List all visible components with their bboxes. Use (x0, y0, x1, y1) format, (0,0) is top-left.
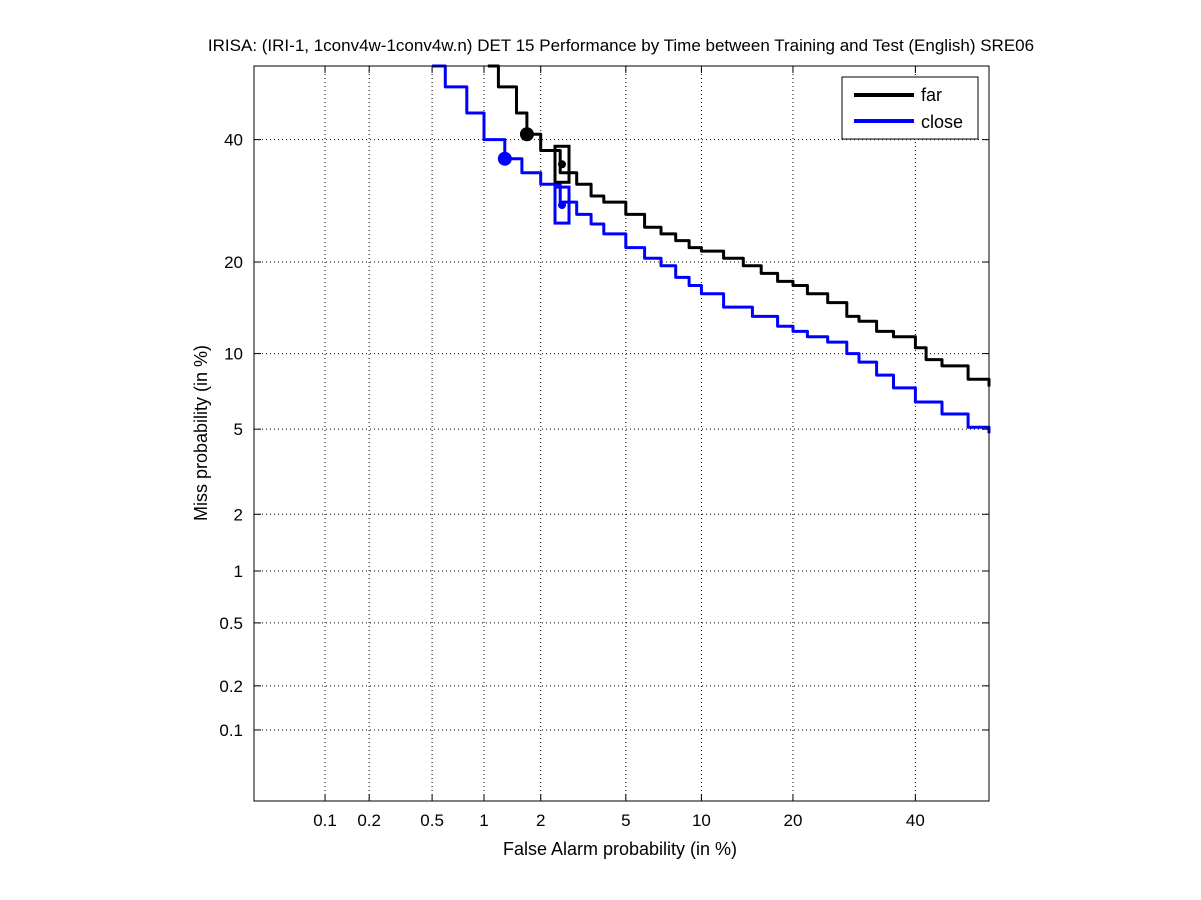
x-axis-ticks: 0.1 0.2 0.5 1 2 5 10 20 40 (313, 66, 925, 830)
y-axis-label: Miss probability (in %) (191, 345, 211, 521)
y-tick-label: 2 (234, 505, 243, 524)
x-tick-label: 10 (692, 811, 711, 830)
y-tick-label: 10 (224, 345, 243, 364)
min-point-close (553, 185, 571, 225)
legend-box (841, 76, 979, 140)
x-tick-label: 2 (536, 811, 545, 830)
legend-label-far: far (921, 85, 942, 105)
legend-label-close: close (921, 112, 963, 132)
y-tick-label: 1 (234, 562, 243, 581)
x-tick-label: 0.1 (313, 811, 337, 830)
grid-lines (254, 66, 989, 801)
x-tick-label: 0.5 (420, 811, 444, 830)
y-tick-label: 20 (224, 253, 243, 272)
actual-point-far (519, 127, 534, 142)
x-tick-label: 0.2 (357, 811, 381, 830)
min-point-dot-close (558, 201, 567, 210)
x-tick-label: 1 (479, 811, 488, 830)
min-point-far (553, 144, 571, 184)
chart-title: IRISA: (IRI-1, 1conv4w-1conv4w.n) DET 15… (208, 36, 1034, 55)
x-tick-label: 20 (784, 811, 803, 830)
series-lines (432, 64, 991, 434)
series-markers (497, 127, 571, 225)
y-tick-label: 5 (234, 420, 243, 439)
min-point-dot-far (558, 160, 567, 169)
y-axis-ticks: 0.1 0.2 0.5 1 2 5 10 20 40 (219, 131, 989, 740)
x-tick-label: 5 (621, 811, 630, 830)
series-line-close (432, 64, 991, 434)
axes-background (254, 66, 989, 801)
axes-frame (253, 65, 990, 802)
actual-point-close (497, 151, 512, 166)
series-line-far (487, 64, 991, 387)
y-tick-label: 0.2 (219, 677, 243, 696)
y-tick-label: 0.1 (219, 721, 243, 740)
x-axis-label: False Alarm probability (in %) (503, 839, 737, 859)
legend: far close (841, 76, 979, 140)
x-tick-label: 40 (906, 811, 925, 830)
y-tick-label: 0.5 (219, 614, 243, 633)
y-tick-label: 40 (224, 131, 243, 150)
